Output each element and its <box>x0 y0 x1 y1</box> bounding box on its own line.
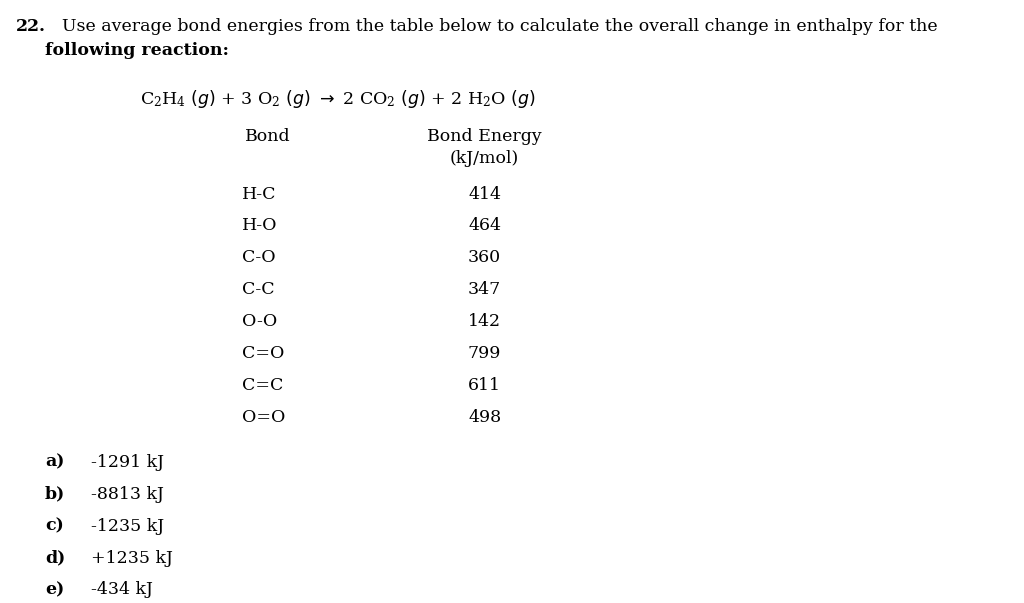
Text: C=C: C=C <box>243 377 284 394</box>
Text: 611: 611 <box>468 377 501 394</box>
Text: 22.: 22. <box>15 18 46 35</box>
Text: 142: 142 <box>468 313 501 330</box>
Text: e): e) <box>45 581 65 598</box>
Text: -1235 kJ: -1235 kJ <box>91 517 164 535</box>
Text: +1235 kJ: +1235 kJ <box>91 549 173 567</box>
Text: Bond Energy: Bond Energy <box>427 128 542 145</box>
Text: 414: 414 <box>468 186 501 203</box>
Text: H-C: H-C <box>243 186 276 203</box>
Text: -1291 kJ: -1291 kJ <box>91 454 164 471</box>
Text: -434 kJ: -434 kJ <box>91 581 153 598</box>
Text: C=O: C=O <box>243 345 285 362</box>
Text: O=O: O=O <box>243 409 286 426</box>
Text: Bond: Bond <box>246 128 291 145</box>
Text: d): d) <box>45 549 66 567</box>
Text: following reaction:: following reaction: <box>45 42 229 59</box>
Text: 347: 347 <box>468 281 502 298</box>
Text: 498: 498 <box>468 409 501 426</box>
Text: 464: 464 <box>468 218 501 235</box>
Text: O-O: O-O <box>243 313 278 330</box>
Text: $\mathregular{C_2H_4}$ $\it{(g)}$ + 3 $\mathregular{O_2}$ $\it{(g)}$ $\rightarro: $\mathregular{C_2H_4}$ $\it{(g)}$ + 3 $\… <box>139 88 536 110</box>
Text: 799: 799 <box>468 345 502 362</box>
Text: a): a) <box>45 454 65 471</box>
Text: C-O: C-O <box>243 249 275 267</box>
Text: b): b) <box>45 485 66 503</box>
Text: C-C: C-C <box>243 281 274 298</box>
Text: c): c) <box>45 517 63 535</box>
Text: (kJ/mol): (kJ/mol) <box>450 150 519 166</box>
Text: -8813 kJ: -8813 kJ <box>91 485 164 503</box>
Text: H-O: H-O <box>243 218 278 235</box>
Text: Use average bond energies from the table below to calculate the overall change i: Use average bond energies from the table… <box>62 18 938 35</box>
Text: 360: 360 <box>468 249 501 267</box>
